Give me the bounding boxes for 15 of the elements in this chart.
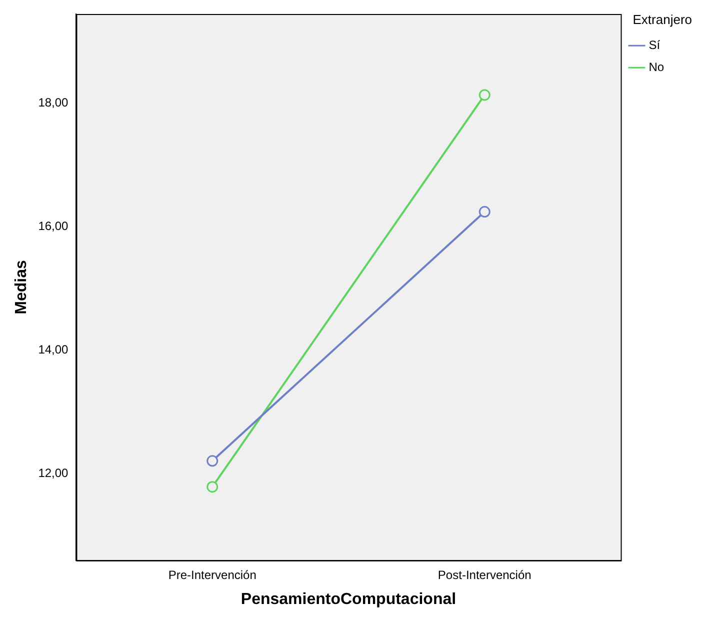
point [206, 481, 218, 493]
y-axis-title: Medias [13, 260, 30, 314]
x-tick-label: Post-Intervención [438, 568, 532, 582]
point [206, 455, 218, 467]
legend-label: Sí [648, 38, 661, 52]
x-axis-title: PensamientoComputacional [240, 590, 456, 608]
y-tick-label: 16,00 [38, 218, 69, 233]
y-tick-label: 12,00 [38, 466, 69, 480]
point [478, 206, 490, 218]
point [478, 89, 490, 101]
y-tick-label: 14,00 [38, 342, 69, 357]
legend-label: No [648, 60, 664, 74]
y-tick-label: 18,00 [38, 95, 69, 110]
x-tick-label: Pre-Intervención [168, 568, 256, 582]
legend-title: Extranjero [632, 12, 692, 28]
